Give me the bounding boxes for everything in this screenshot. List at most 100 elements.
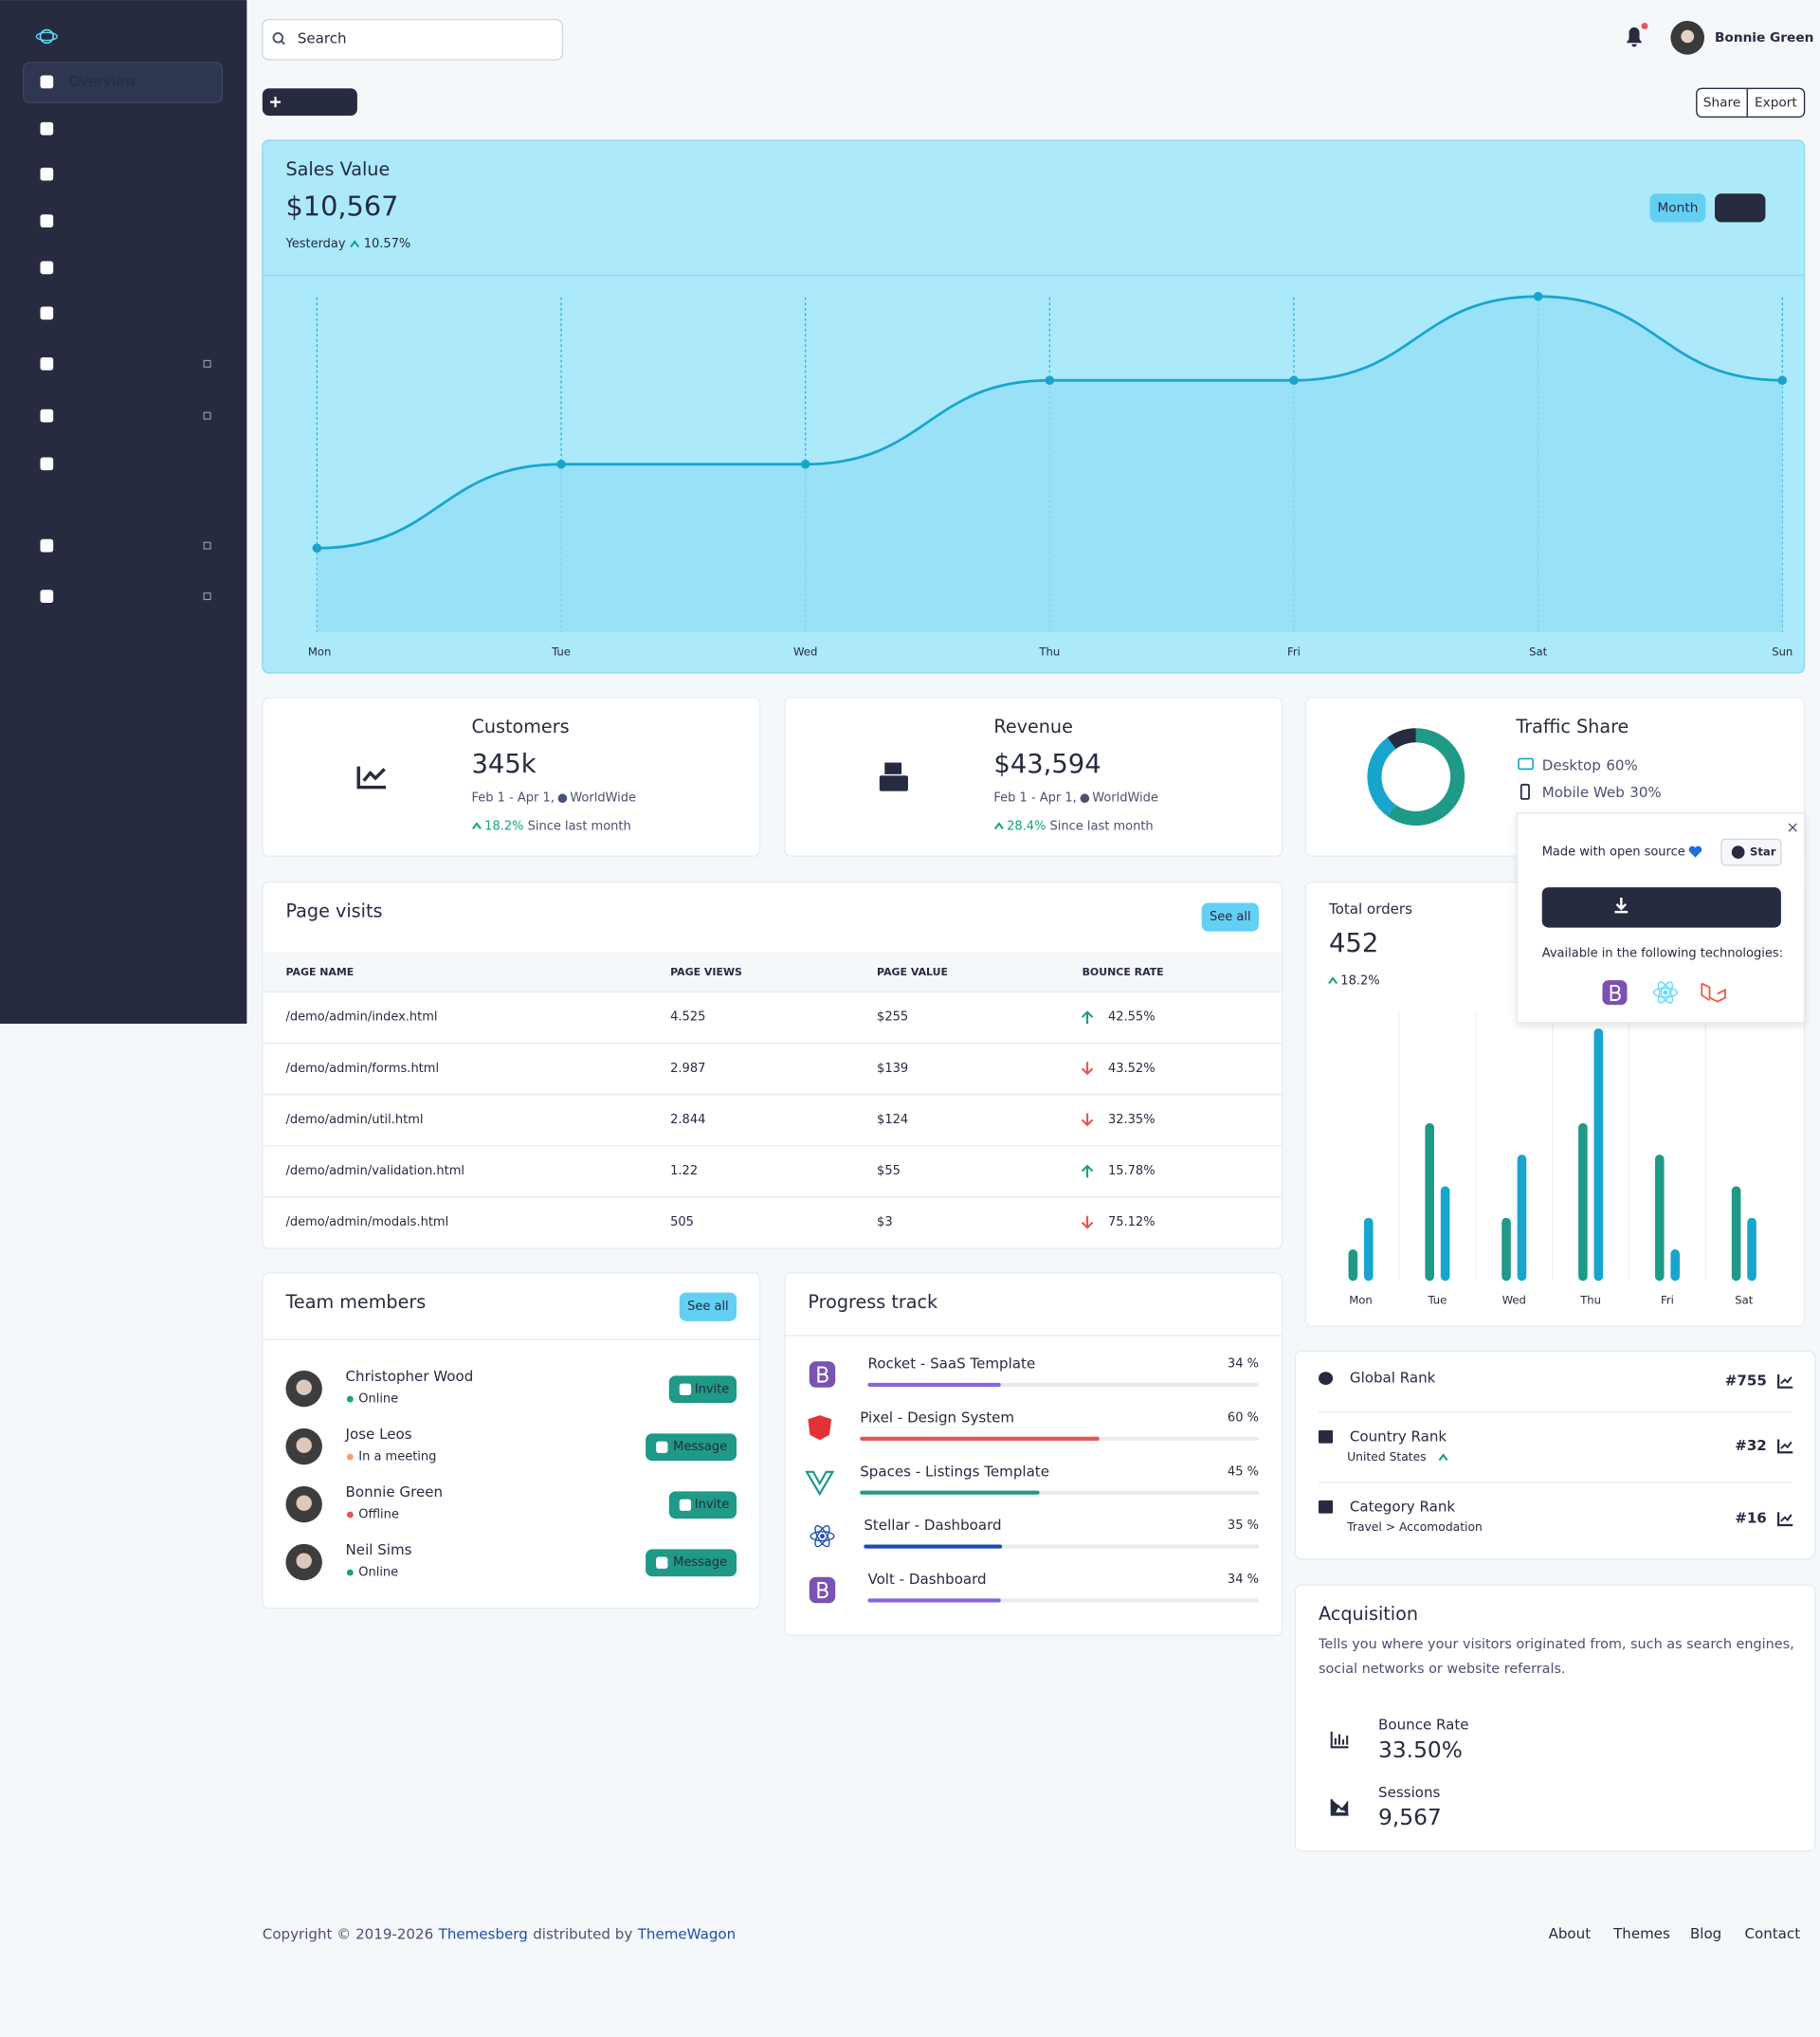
- nav-item: Transactions: [68, 165, 158, 182]
- share-button[interactable]: Share: [1703, 95, 1741, 110]
- member-action[interactable]: [668, 1491, 737, 1519]
- rank-chart-icon: [1777, 1512, 1793, 1527]
- search-box[interactable]: [262, 18, 564, 61]
- x-tick-label: Mon: [1349, 1293, 1373, 1306]
- bar: [1654, 1155, 1665, 1282]
- member-avatar-face: [296, 1495, 312, 1511]
- progress-value: 35 %: [1228, 1519, 1259, 1533]
- cell-bounce: 15.78%: [1108, 1164, 1156, 1178]
- revenue-card: [784, 697, 1283, 857]
- footer-copyright-part: Themesberg: [438, 1925, 528, 1942]
- bootstrap-logo-b: [817, 1366, 828, 1383]
- footer-link[interactable]: Contact: [1745, 1925, 1801, 1942]
- sales-point: [556, 459, 566, 469]
- see-all-button[interactable]: [1201, 902, 1259, 932]
- x-tick-label: Sat: [1735, 1293, 1754, 1306]
- table-header: [264, 952, 1282, 993]
- revenue-period: Feb 1 - Apr 1, WorldWide: [993, 791, 1158, 805]
- progress-name: Spaces - Listings Template: [860, 1463, 1049, 1480]
- active-item[interactable]: [22, 62, 224, 104]
- sales-change: 10.57%: [364, 237, 411, 251]
- metric-icon: [1330, 1731, 1349, 1749]
- cell-bounce: 42.55%: [1108, 1010, 1156, 1025]
- chevron: [203, 541, 211, 550]
- member-action-label: Invite: [695, 1382, 729, 1396]
- download-button[interactable]: [1541, 887, 1781, 928]
- x-tick-label: Wed: [1502, 1293, 1526, 1306]
- metric-label: Sessions: [1378, 1784, 1440, 1801]
- cell-views: 4.525: [670, 1010, 705, 1025]
- legend-entry-part: Mobile Web: [1542, 784, 1625, 801]
- member-action-label: Message: [673, 1440, 727, 1454]
- cell-page: /demo/admin/validation.html: [285, 1164, 464, 1178]
- revenue-change-part: 28.4%: [1007, 819, 1046, 833]
- progress-name: Rocket - SaaS Template: [867, 1355, 1035, 1373]
- bar: [1593, 1028, 1604, 1282]
- sales-value: $10,567: [285, 190, 398, 222]
- member-action[interactable]: [668, 1375, 737, 1404]
- brand-name: Volt React: [69, 27, 144, 45]
- customers-change-part: 18.2%: [484, 819, 523, 833]
- team-see-all[interactable]: [679, 1292, 737, 1321]
- star-button[interactable]: [1720, 838, 1782, 866]
- bar: [1731, 1186, 1741, 1282]
- avatar-face: [1681, 29, 1695, 44]
- download-button-label: Download: [1625, 898, 1699, 916]
- traffic-title: Traffic Share: [1515, 716, 1629, 737]
- member-action[interactable]: [646, 1433, 737, 1462]
- sales-point: [800, 459, 810, 469]
- customers-period-part: WorldWide: [570, 791, 636, 805]
- member-name: Christopher Wood: [346, 1368, 474, 1385]
- chevron: [203, 592, 211, 601]
- nav-item: Tables: [68, 355, 114, 372]
- bell-icon[interactable]: [1626, 27, 1643, 47]
- sales-point: [312, 543, 322, 554]
- cell-value: $3: [877, 1215, 893, 1229]
- x-tick-label: Sun: [1772, 646, 1793, 659]
- nav-icon: [40, 356, 54, 371]
- footer-link[interactable]: Themes: [1612, 1925, 1670, 1942]
- bar: [1425, 1122, 1434, 1282]
- sidebar: [0, 0, 247, 1024]
- nav-icon: [40, 590, 54, 603]
- nav-item: Messages: [69, 119, 139, 136]
- member-status: Online: [358, 1392, 398, 1407]
- rank-chart-icon: [1777, 1374, 1793, 1389]
- nav-item: Calendar: [69, 259, 135, 276]
- new-task-button[interactable]: [262, 88, 357, 117]
- rank-icon: [1319, 1372, 1334, 1385]
- member-avatar-face: [296, 1437, 312, 1453]
- cell-value: $124: [877, 1113, 908, 1127]
- customers-change-part: Since last month: [528, 819, 631, 833]
- bar: [1502, 1217, 1511, 1282]
- footer-link[interactable]: About: [1549, 1925, 1592, 1942]
- member-avatar-face: [296, 1553, 312, 1569]
- x-tick-label: Thu: [1579, 1293, 1601, 1306]
- trend-arrow: [1081, 1113, 1094, 1127]
- plus-icon: [270, 97, 282, 108]
- legend-entry: Mobile Web 30%: [1542, 784, 1662, 801]
- month-toggle[interactable]: [1649, 193, 1706, 223]
- nav-icon: [40, 538, 54, 553]
- search-placeholder: Search: [298, 30, 347, 47]
- close-icon[interactable]: [1788, 823, 1797, 832]
- export-button[interactable]: Export: [1755, 95, 1797, 110]
- cell-views: 2.844: [670, 1113, 705, 1127]
- progress-name: Volt - Dashboard: [867, 1571, 986, 1588]
- member-status: Offline: [358, 1508, 399, 1522]
- bell-dot: [1641, 23, 1648, 29]
- footer-copyright-part: ThemeWagon: [637, 1925, 736, 1942]
- cell-value: $255: [877, 1010, 908, 1025]
- column-header: PAGE VIEWS: [670, 966, 742, 978]
- rank-chart-line: [1780, 1514, 1793, 1522]
- globe-icon: [557, 793, 568, 804]
- react-logo: [814, 1524, 830, 1548]
- laravel-logo: [1701, 982, 1726, 1003]
- progress-value: 34 %: [1228, 1573, 1259, 1587]
- member-action[interactable]: [646, 1549, 737, 1577]
- customers-period-part: Feb 1 - Apr 1,: [471, 791, 554, 805]
- footer-link[interactable]: Blog: [1690, 1925, 1721, 1942]
- status-dot: [346, 1511, 354, 1519]
- week-toggle[interactable]: [1714, 193, 1766, 223]
